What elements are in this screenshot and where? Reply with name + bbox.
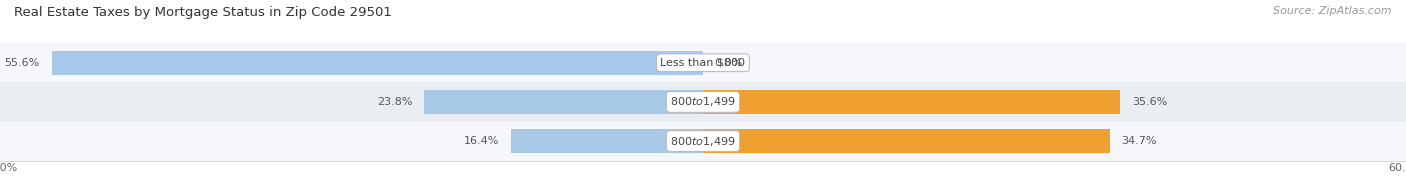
Text: Less than $800: Less than $800 bbox=[661, 58, 745, 68]
Text: Source: ZipAtlas.com: Source: ZipAtlas.com bbox=[1274, 6, 1392, 16]
Text: 55.6%: 55.6% bbox=[4, 58, 39, 68]
Text: 23.8%: 23.8% bbox=[377, 97, 412, 107]
Bar bbox=[703, 129, 1109, 153]
Text: Real Estate Taxes by Mortgage Status in Zip Code 29501: Real Estate Taxes by Mortgage Status in … bbox=[14, 6, 392, 19]
Text: 35.6%: 35.6% bbox=[1132, 97, 1167, 107]
Bar bbox=[425, 90, 703, 114]
Bar bbox=[0, 122, 1406, 161]
Bar bbox=[52, 51, 703, 75]
Bar bbox=[510, 129, 703, 153]
Text: 0.0%: 0.0% bbox=[714, 58, 742, 68]
Bar bbox=[703, 90, 1121, 114]
Text: $800 to $1,499: $800 to $1,499 bbox=[671, 95, 735, 108]
Bar bbox=[0, 43, 1406, 82]
Text: 34.7%: 34.7% bbox=[1122, 136, 1157, 146]
Text: $800 to $1,499: $800 to $1,499 bbox=[671, 135, 735, 148]
Text: 16.4%: 16.4% bbox=[464, 136, 499, 146]
Bar bbox=[0, 82, 1406, 122]
